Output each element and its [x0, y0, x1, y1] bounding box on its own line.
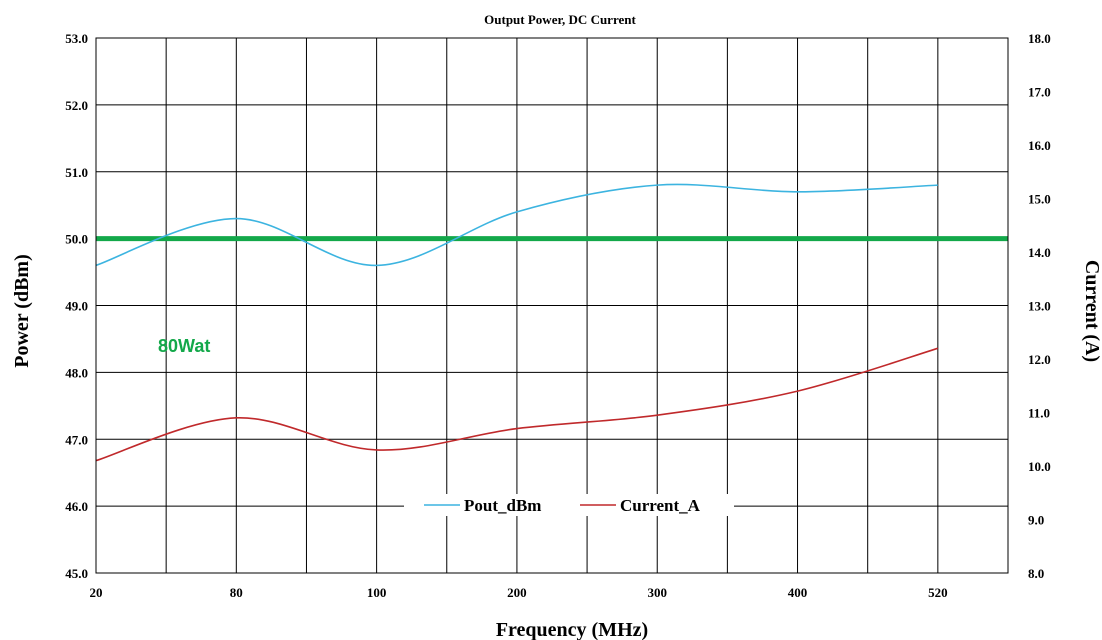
grid: [96, 37, 1008, 574]
y-right-tick-label: 8.0: [1028, 566, 1044, 581]
plot-frame: [95, 37, 1009, 574]
x-tick-label: 100: [367, 585, 387, 600]
y-axis-left-title: Power (dBm): [11, 254, 33, 368]
y-left-tick-label: 50.0: [65, 232, 88, 247]
y-right-tick-label: 9.0: [1028, 513, 1044, 528]
x-tick-label: 200: [507, 585, 527, 600]
y-axis-right-title: Current (A): [1081, 260, 1102, 362]
y-left-tick-label: 53.0: [65, 31, 88, 46]
legend-background: [404, 494, 734, 516]
series-group: [95, 183, 939, 462]
y-right-tick-label: 12.0: [1028, 352, 1051, 367]
legend: Pout_dBm Current_A: [404, 494, 734, 516]
x-tick-label: 520: [928, 585, 948, 600]
y-left-tick-label: 47.0: [65, 432, 88, 447]
tick-labels: 45.0 46.0 47.0 48.0 49.0 50.0 51.0 52.0 53.0 8.0 9…: [65, 31, 1051, 600]
x-tick-label: 400: [788, 585, 808, 600]
y-right-tick-label: 11.0: [1028, 406, 1050, 421]
y-right-tick-label: 13.0: [1028, 299, 1051, 314]
x-axis-title: Frequency (MHz): [496, 619, 648, 640]
y-right-tick-label: 18.0: [1028, 31, 1051, 46]
y-left-tick-label: 49.0: [65, 299, 88, 314]
y-right-tick-label: 15.0: [1028, 192, 1051, 207]
x-tick-label: 300: [647, 585, 667, 600]
y-right-tick-label: 17.0: [1028, 85, 1051, 100]
x-tick-label: 80: [230, 585, 243, 600]
legend-label-current: Current_A: [620, 496, 701, 515]
x-tick-label: 20: [90, 585, 103, 600]
chart-title: Output Power, DC Current: [484, 12, 636, 27]
y-left-tick-label: 46.0: [65, 499, 88, 514]
y-right-tick-label: 16.0: [1028, 138, 1051, 153]
reference-line-label: 80Wat: [158, 336, 210, 356]
y-right-tick-label: 10.0: [1028, 459, 1051, 474]
y-left-tick-label: 45.0: [65, 566, 88, 581]
y-left-tick-label: 52.0: [65, 98, 88, 113]
y-left-tick-label: 51.0: [65, 165, 88, 180]
y-left-tick-label: 48.0: [65, 365, 88, 380]
legend-label-pout: Pout_dBm: [464, 496, 541, 515]
y-right-tick-label: 14.0: [1028, 245, 1051, 260]
